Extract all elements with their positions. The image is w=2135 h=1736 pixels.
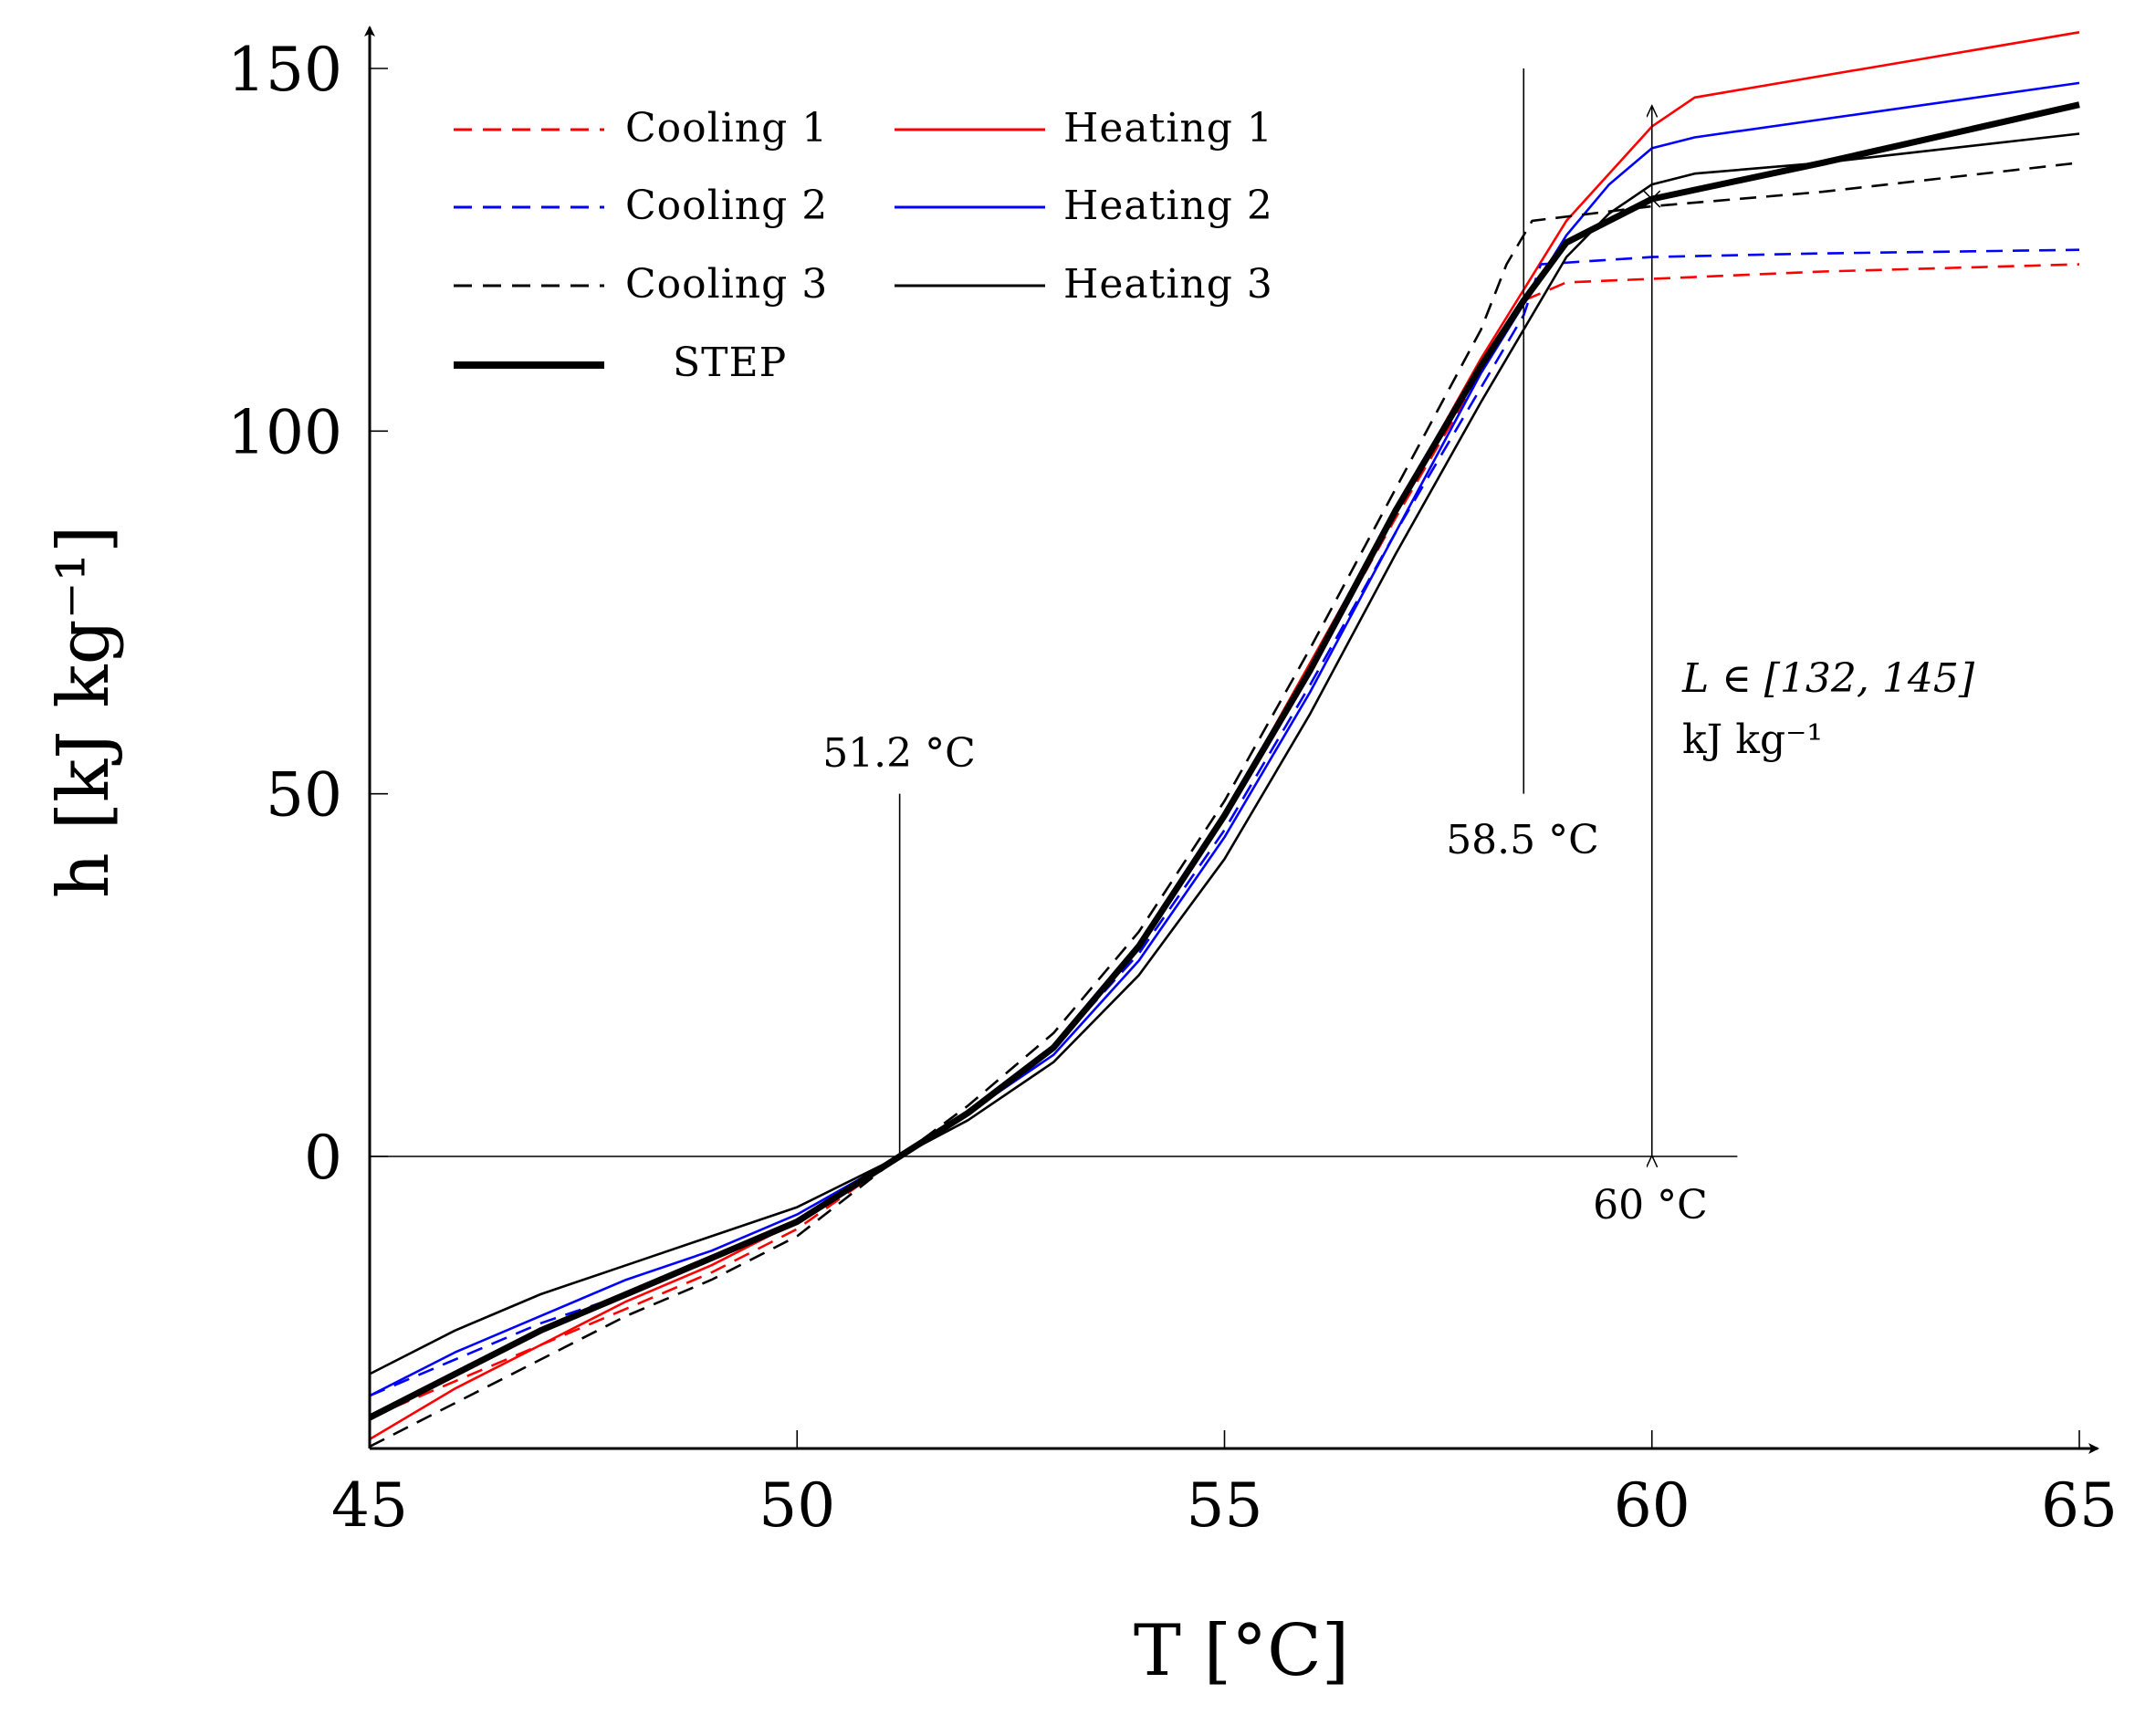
legend-label-heating-3: Heating 3 <box>1063 261 1273 308</box>
annotation-60: 60 °C <box>1593 1182 1708 1229</box>
legend-label-cooling-1: Cooling 1 <box>625 105 828 152</box>
legend: Cooling 1 Heating 1 Cooling 2 Heating 2 … <box>454 105 1273 386</box>
series-line-cooling-1 <box>369 263 2080 1419</box>
legend-label-step: STEP <box>673 340 787 386</box>
series-line-heating-3 <box>369 132 2080 1375</box>
x-tick-label-50: 50 <box>759 1470 835 1541</box>
y-tick-label-150: 150 <box>227 35 342 105</box>
x-tick-label-60: 60 <box>1614 1470 1690 1541</box>
annotation-latent-heat-range: L ∈ [132, 145] <box>1681 655 1975 702</box>
series-line-step <box>368 101 2080 1421</box>
annotation-58-5: 58.5 °C <box>1446 817 1599 863</box>
annotations: 51.2 °C 58.5 °C 60 °C L ∈ [132, 145] kJ … <box>822 655 1975 1229</box>
legend-label-cooling-3: Cooling 3 <box>625 261 828 308</box>
series-line-heating-2 <box>369 81 2080 1397</box>
plot-series <box>368 31 2080 1448</box>
x-axis-label: T [°C] <box>1134 1610 1349 1692</box>
x-tick-label-55: 55 <box>1187 1470 1263 1541</box>
y-tick-label-0: 0 <box>304 1123 342 1193</box>
series-line-cooling-2 <box>369 248 2080 1397</box>
axes: 45 50 55 60 65 0 50 100 150 <box>227 26 2118 1541</box>
y-tick-label-50: 50 <box>266 760 342 831</box>
latent-heat-lower-bound-tick <box>1643 190 1661 208</box>
y-tick-label-100: 100 <box>227 397 342 467</box>
series-line-cooling-3 <box>369 162 2080 1448</box>
legend-label-heating-2: Heating 2 <box>1063 183 1273 229</box>
annotation-latent-heat-unit: kJ kg⁻¹ <box>1682 716 1823 763</box>
reference-lines <box>370 68 1738 1156</box>
legend-label-heating-1: Heating 1 <box>1063 105 1273 152</box>
x-tick-label-45: 45 <box>331 1470 408 1541</box>
annotation-51-2: 51.2 °C <box>822 730 976 777</box>
legend-label-cooling-2: Cooling 2 <box>625 183 828 229</box>
x-tick-label-65: 65 <box>2041 1470 2118 1541</box>
y-axis-label: h [kJ kg⁻¹] <box>43 526 125 899</box>
series-line-heating-1 <box>369 31 2080 1441</box>
